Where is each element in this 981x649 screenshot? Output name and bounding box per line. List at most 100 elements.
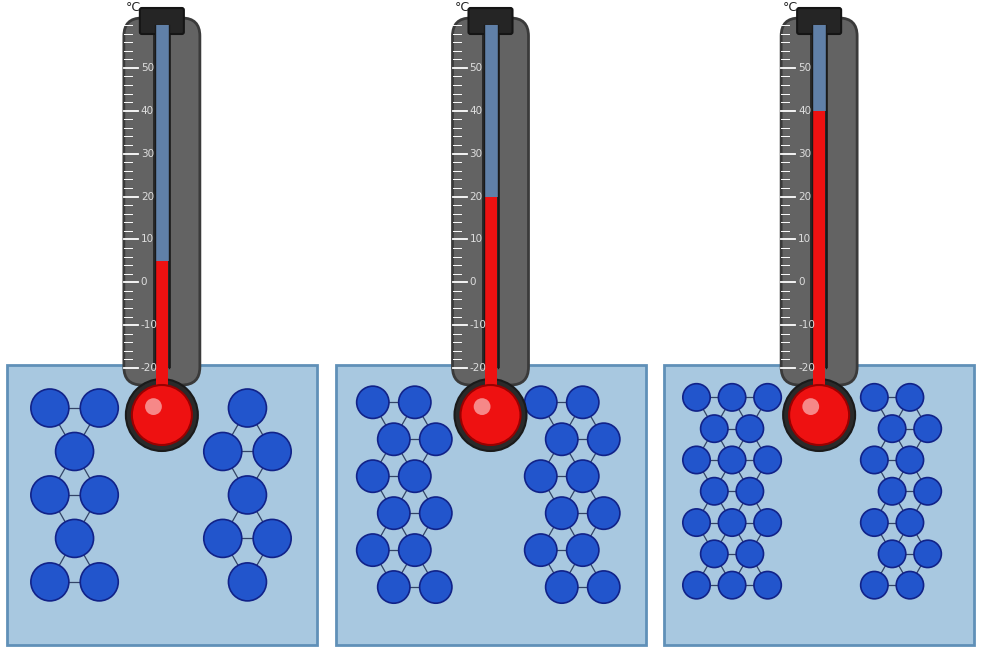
Circle shape: [914, 540, 942, 567]
Circle shape: [253, 519, 291, 557]
Circle shape: [897, 447, 923, 474]
FancyBboxPatch shape: [664, 365, 974, 645]
Circle shape: [736, 415, 763, 443]
Circle shape: [683, 384, 710, 411]
Circle shape: [802, 398, 819, 415]
Text: 20: 20: [470, 191, 483, 201]
Text: 0: 0: [141, 277, 147, 288]
FancyBboxPatch shape: [469, 8, 512, 34]
Bar: [156, 261, 168, 368]
Circle shape: [860, 509, 888, 536]
Bar: [156, 368, 168, 415]
Circle shape: [378, 423, 410, 456]
Bar: [485, 197, 496, 368]
Text: 10: 10: [799, 234, 811, 245]
Circle shape: [860, 384, 888, 411]
Circle shape: [80, 476, 119, 514]
Text: 10: 10: [470, 234, 483, 245]
Text: 30: 30: [799, 149, 811, 158]
Circle shape: [204, 519, 241, 557]
Text: 0: 0: [470, 277, 476, 288]
Circle shape: [878, 478, 905, 505]
Text: °C: °C: [126, 1, 141, 14]
Bar: [484, 25, 497, 197]
Bar: [482, 25, 499, 368]
FancyBboxPatch shape: [452, 18, 529, 385]
Bar: [485, 368, 496, 415]
Text: -10: -10: [799, 320, 815, 330]
Text: °C: °C: [783, 1, 799, 14]
Circle shape: [545, 423, 578, 456]
Circle shape: [683, 572, 710, 599]
FancyBboxPatch shape: [781, 18, 857, 385]
Circle shape: [378, 571, 410, 603]
Circle shape: [718, 509, 746, 536]
Circle shape: [860, 447, 888, 474]
Circle shape: [754, 384, 781, 411]
Circle shape: [80, 389, 119, 427]
Circle shape: [357, 460, 388, 493]
Text: -20: -20: [141, 363, 158, 373]
Circle shape: [398, 386, 431, 419]
Circle shape: [718, 447, 746, 474]
Circle shape: [454, 379, 527, 451]
Text: 40: 40: [799, 106, 811, 116]
Circle shape: [474, 398, 490, 415]
Circle shape: [525, 534, 557, 567]
Circle shape: [398, 534, 431, 567]
Circle shape: [253, 432, 291, 471]
Text: 30: 30: [470, 149, 483, 158]
Circle shape: [878, 415, 905, 443]
Text: -20: -20: [799, 363, 815, 373]
Circle shape: [878, 540, 905, 567]
FancyBboxPatch shape: [124, 18, 200, 385]
Text: 20: 20: [799, 191, 811, 201]
Circle shape: [204, 432, 241, 471]
Circle shape: [229, 389, 267, 427]
Text: 40: 40: [470, 106, 483, 116]
Circle shape: [525, 386, 557, 419]
Circle shape: [145, 398, 162, 415]
FancyBboxPatch shape: [7, 365, 317, 645]
Text: -20: -20: [470, 363, 487, 373]
Circle shape: [30, 389, 69, 427]
FancyBboxPatch shape: [798, 8, 841, 34]
Circle shape: [754, 572, 781, 599]
Circle shape: [736, 540, 763, 567]
Text: 0: 0: [799, 277, 804, 288]
Circle shape: [545, 571, 578, 603]
Text: 50: 50: [799, 63, 811, 73]
FancyBboxPatch shape: [336, 365, 645, 645]
Bar: [813, 111, 825, 368]
Circle shape: [229, 563, 267, 601]
Bar: [812, 25, 826, 111]
Circle shape: [736, 478, 763, 505]
Circle shape: [914, 478, 942, 505]
Circle shape: [700, 415, 728, 443]
Circle shape: [420, 571, 452, 603]
Text: 50: 50: [141, 63, 154, 73]
Circle shape: [420, 423, 452, 456]
Bar: [813, 368, 825, 415]
Circle shape: [588, 497, 620, 530]
Circle shape: [588, 571, 620, 603]
Circle shape: [700, 478, 728, 505]
Circle shape: [420, 497, 452, 530]
Circle shape: [56, 432, 93, 471]
Circle shape: [718, 572, 746, 599]
Circle shape: [131, 385, 192, 445]
Text: °C: °C: [454, 1, 470, 14]
Text: 30: 30: [141, 149, 154, 158]
Circle shape: [229, 476, 267, 514]
Circle shape: [700, 540, 728, 567]
Circle shape: [80, 563, 119, 601]
Bar: [810, 25, 828, 368]
Circle shape: [545, 497, 578, 530]
Circle shape: [567, 534, 598, 567]
Text: -10: -10: [141, 320, 158, 330]
Circle shape: [567, 460, 598, 493]
Text: 50: 50: [470, 63, 483, 73]
Text: -10: -10: [470, 320, 487, 330]
Circle shape: [897, 572, 923, 599]
Circle shape: [460, 385, 521, 445]
